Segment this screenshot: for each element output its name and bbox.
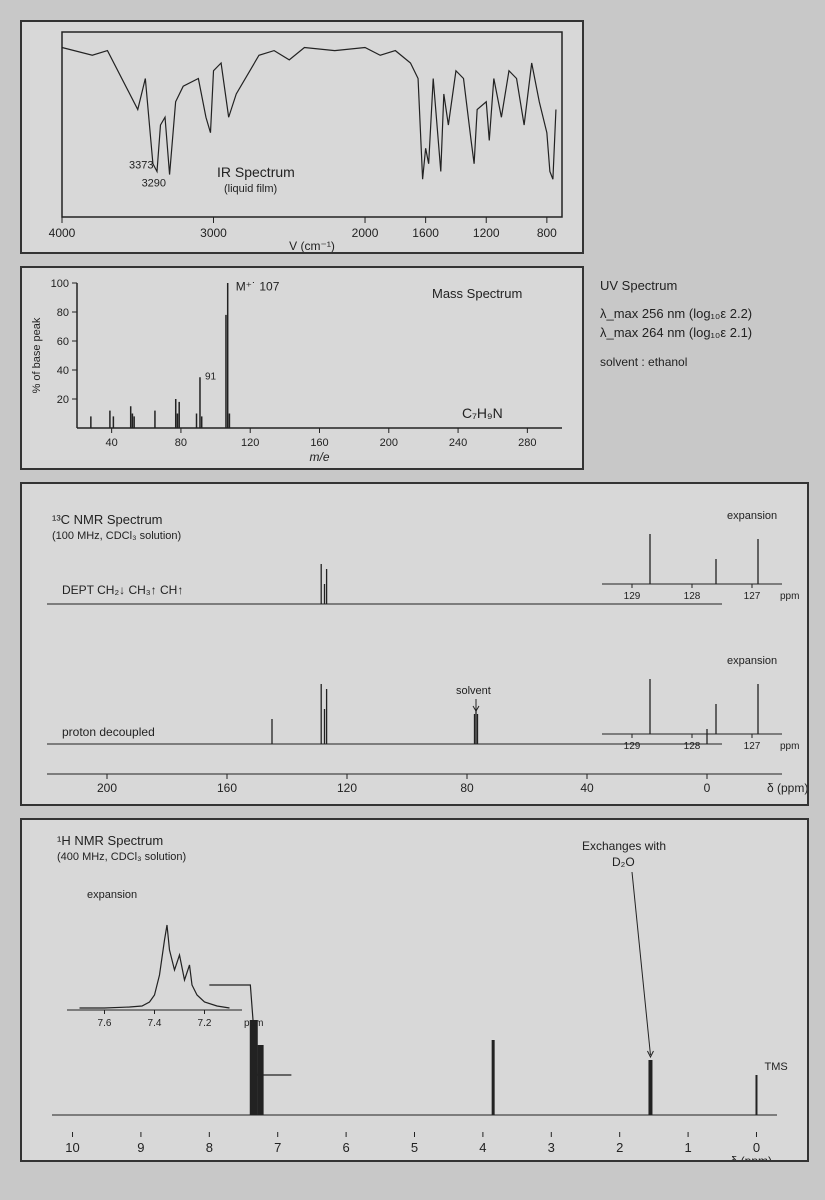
svg-text:9: 9 — [137, 1140, 144, 1155]
svg-text:91: 91 — [205, 371, 217, 382]
svg-text:120: 120 — [337, 781, 357, 795]
svg-text:80: 80 — [57, 307, 69, 319]
svg-text:solvent: solvent — [456, 685, 491, 697]
h1-nmr-chart: 109876543210δ (ppm)¹H NMR Spectrum(400 M… — [22, 820, 807, 1160]
svg-text:DEPT CH₂↓ CH₃↑ CH↑: DEPT CH₂↓ CH₃↑ CH↑ — [62, 583, 183, 597]
svg-text:800: 800 — [537, 226, 557, 240]
svg-text:7: 7 — [274, 1140, 281, 1155]
svg-text:M⁺˙ 107: M⁺˙ 107 — [236, 279, 280, 293]
svg-text:2000: 2000 — [352, 226, 379, 240]
svg-text:128: 128 — [684, 591, 701, 602]
svg-text:7.2: 7.2 — [198, 1018, 212, 1029]
svg-text:80: 80 — [460, 781, 474, 795]
svg-text:δ (ppm): δ (ppm) — [767, 781, 807, 795]
svg-text:80: 80 — [175, 437, 187, 449]
svg-text:20: 20 — [57, 394, 69, 406]
svg-text:¹³C NMR Spectrum: ¹³C NMR Spectrum — [52, 512, 163, 527]
svg-text:V (cm⁻¹): V (cm⁻¹) — [289, 239, 335, 252]
svg-text:TMS: TMS — [764, 1061, 787, 1073]
mass-spectrum-chart: 20 40 60 80 100 40 80 120 160 200 240 280 91 M⁺˙ 107 M… — [22, 268, 582, 468]
svg-text:127: 127 — [744, 741, 761, 752]
svg-text:200: 200 — [380, 437, 398, 449]
uv-spectrum-info: UV Spectrum λ_max 256 nm (log₁₀ε 2.2) λ_… — [600, 276, 820, 371]
svg-text:60: 60 — [57, 336, 69, 348]
svg-text:Mass Spectrum: Mass Spectrum — [432, 286, 522, 301]
svg-text:4: 4 — [479, 1140, 486, 1155]
svg-text:40: 40 — [580, 781, 594, 795]
svg-text:240: 240 — [449, 437, 467, 449]
svg-text:IR Spectrum: IR Spectrum — [217, 164, 295, 180]
svg-text:128: 128 — [684, 741, 701, 752]
svg-text:160: 160 — [217, 781, 237, 795]
svg-text:3: 3 — [548, 1140, 555, 1155]
svg-text:¹H NMR Spectrum: ¹H NMR Spectrum — [57, 833, 163, 848]
svg-text:Exchanges with: Exchanges with — [582, 839, 666, 853]
svg-text:expansion: expansion — [727, 510, 777, 522]
svg-text:4000: 4000 — [49, 226, 76, 240]
uv-line-1: λ_max 256 nm (log₁₀ε 2.2) — [600, 304, 820, 324]
svg-text:129: 129 — [624, 741, 641, 752]
svg-text:0: 0 — [704, 781, 711, 795]
svg-text:40: 40 — [106, 437, 118, 449]
svg-text:(liquid film): (liquid film) — [224, 183, 277, 195]
svg-text:40: 40 — [57, 365, 69, 377]
svg-text:proton decoupled: proton decoupled — [62, 725, 155, 739]
mass-spectrum-panel: 20 40 60 80 100 40 80 120 160 200 240 280 91 M⁺˙ 107 M… — [20, 266, 584, 470]
c13-nmr-chart: ¹³C NMR Spectrum (100 MHz, CDCl₃ solution… — [22, 484, 807, 804]
svg-text:% of base peak: % of base peak — [31, 317, 43, 393]
svg-text:(100 MHz, CDCl₃ solution): (100 MHz, CDCl₃ solution) — [52, 530, 181, 542]
uv-line-2: λ_max 264 nm (log₁₀ε 2.1) — [600, 323, 820, 343]
svg-text:8: 8 — [206, 1140, 213, 1155]
svg-text:1: 1 — [684, 1140, 691, 1155]
svg-text:1600: 1600 — [412, 226, 439, 240]
uv-title: UV Spectrum — [600, 276, 820, 296]
svg-text:expansion: expansion — [87, 889, 137, 901]
svg-text:expansion: expansion — [727, 655, 777, 667]
svg-text:280: 280 — [518, 437, 536, 449]
svg-text:7.4: 7.4 — [148, 1018, 162, 1029]
c13-nmr-panel: ¹³C NMR Spectrum (100 MHz, CDCl₃ solution… — [20, 482, 809, 806]
svg-text:10: 10 — [65, 1140, 79, 1155]
svg-text:ppm: ppm — [780, 741, 799, 752]
svg-text:129: 129 — [624, 591, 641, 602]
svg-text:ppm: ppm — [244, 1018, 263, 1029]
ir-spectrum-panel: 4000 3000 2000 1600 1200 800 3373 3290 IR Spectr… — [20, 20, 584, 254]
ir-spectrum-chart: 4000 3000 2000 1600 1200 800 3373 3290 IR Spectr… — [22, 22, 582, 252]
svg-text:5: 5 — [411, 1140, 418, 1155]
svg-text:ppm: ppm — [780, 591, 799, 602]
svg-text:3000: 3000 — [200, 226, 227, 240]
svg-text:0: 0 — [753, 1140, 760, 1155]
svg-text:200: 200 — [97, 781, 117, 795]
svg-text:160: 160 — [310, 437, 328, 449]
svg-text:127: 127 — [744, 591, 761, 602]
svg-text:7.6: 7.6 — [98, 1018, 112, 1029]
svg-text:120: 120 — [241, 437, 259, 449]
svg-text:C₇H₉N: C₇H₉N — [462, 405, 503, 421]
svg-text:3290: 3290 — [142, 177, 166, 189]
svg-text:D₂O: D₂O — [612, 855, 635, 869]
uv-solvent: solvent : ethanol — [600, 353, 820, 371]
svg-text:3373: 3373 — [129, 159, 153, 171]
svg-text:6: 6 — [342, 1140, 349, 1155]
svg-text:δ (ppm): δ (ppm) — [731, 1154, 772, 1160]
svg-text:100: 100 — [51, 278, 69, 290]
svg-text:1200: 1200 — [473, 226, 500, 240]
svg-text:(400 MHz, CDCl₃ solution): (400 MHz, CDCl₃ solution) — [57, 851, 186, 863]
h1-nmr-panel: 109876543210δ (ppm)¹H NMR Spectrum(400 M… — [20, 818, 809, 1162]
svg-text:2: 2 — [616, 1140, 623, 1155]
svg-text:m/e: m/e — [309, 450, 329, 464]
